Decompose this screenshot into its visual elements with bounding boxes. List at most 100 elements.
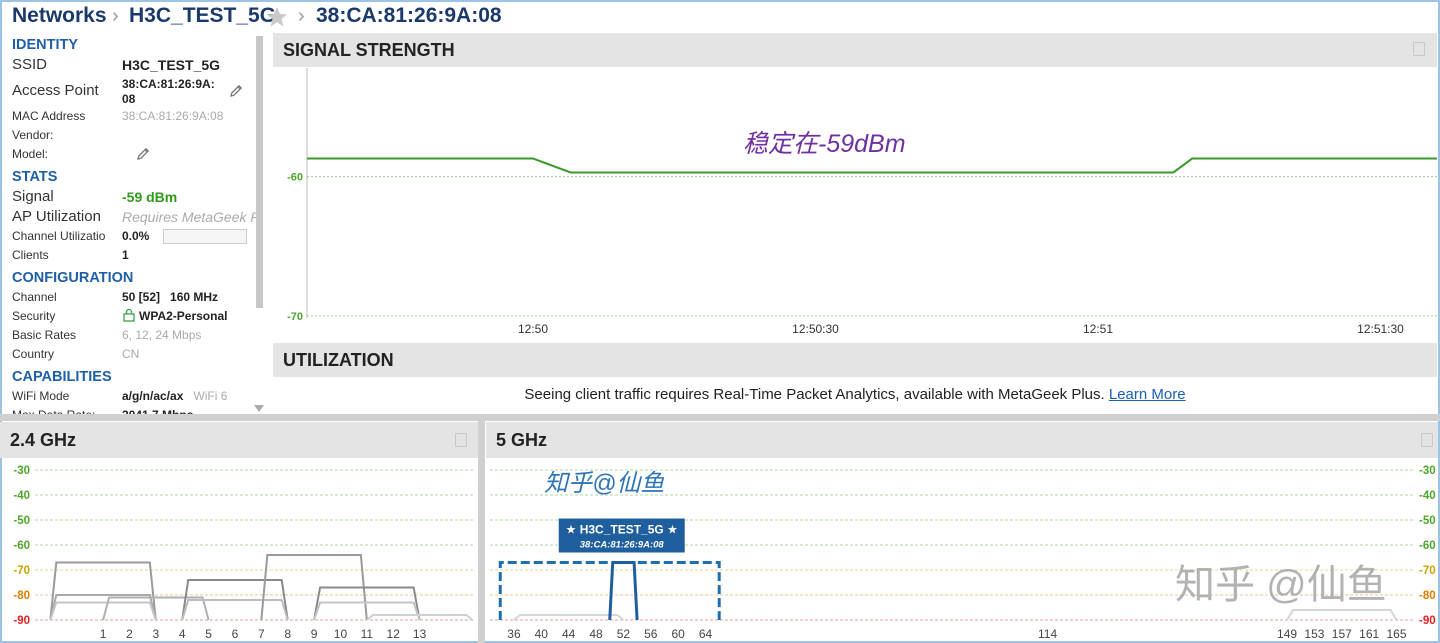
network-shape <box>366 614 474 621</box>
x-tick-label: 5 <box>205 627 212 641</box>
x-tick-label: 56 <box>644 627 658 641</box>
pencil <box>137 147 150 160</box>
x-tick-label: 12:51:30 <box>1357 322 1404 336</box>
y-tick-label: -50 <box>1419 515 1436 527</box>
info-label: MAC Address <box>12 109 86 123</box>
scroll-arrow[interactable] <box>253 404 265 413</box>
info-value: 0.0% <box>122 227 248 246</box>
y-tick-label: -80 <box>1419 590 1436 602</box>
value-text: 50 [52] <box>122 290 161 304</box>
pencil <box>230 84 243 97</box>
info-value: 6, 12, 24 Mbps <box>122 326 201 345</box>
info-value: H3C_TEST_5G <box>122 55 220 75</box>
network-shape <box>313 601 421 621</box>
value-text: 38:CA:81:26:9A:08 <box>122 109 224 123</box>
copy-icon[interactable] <box>455 433 467 447</box>
scrollbar[interactable] <box>256 36 263 308</box>
info-row: Channel Utilizatio 0.0% <box>0 227 256 246</box>
learn-more-link[interactable]: Learn More <box>1108 386 1186 403</box>
section-title: STATS <box>12 169 58 185</box>
info-label: Vendor: <box>12 128 54 142</box>
info-row: Country CN <box>0 345 256 364</box>
x-tick-label: 52 <box>617 627 631 641</box>
info-row: WiFi Mode a/g/n/ac/ax WiFi 6 <box>0 387 256 406</box>
y-tick-label: -70 <box>1419 565 1436 577</box>
info-row: Security WPA2-Personal <box>0 307 256 326</box>
network-shape <box>49 594 157 621</box>
breadcrumb-ssid[interactable]: H3C_TEST_5G <box>129 4 277 27</box>
value-text: CN <box>122 347 140 361</box>
network-shape <box>181 579 289 621</box>
y-tick-label: -80 <box>13 590 30 602</box>
panel-title: 2.4 GHz <box>10 430 77 450</box>
info-value: 50 [52] 160 MHz <box>122 288 218 307</box>
info-row: Basic Rates 6, 12, 24 Mbps <box>0 326 256 345</box>
lock-icon <box>123 308 135 322</box>
network-shape <box>513 614 625 621</box>
x-tick-label: 2 <box>126 627 133 641</box>
network-shape <box>49 561 157 621</box>
x-tick-label: 64 <box>699 627 713 641</box>
edit-icon[interactable] <box>135 146 151 162</box>
x-tick-label: 7 <box>258 627 265 641</box>
info-value: 2041.7 Mbps <box>122 406 193 415</box>
chevron: › <box>298 5 305 27</box>
x-tick-label: 12:50 <box>518 322 548 336</box>
info-row: Clients 1 <box>0 246 256 265</box>
edit-icon[interactable] <box>228 83 244 99</box>
x-tick-label: 40 <box>535 627 549 641</box>
info-label: Clients <box>12 248 49 262</box>
info-row: Channel 50 [52] 160 MHz <box>0 288 256 307</box>
copy-icon[interactable] <box>1421 433 1433 447</box>
x-tick-label: 12:50:30 <box>792 322 839 336</box>
watermark: 知乎 @仙鱼 <box>1175 563 1387 607</box>
info-label: AP Utilization <box>12 208 101 225</box>
value-text: 2041.7 Mbps <box>122 408 194 415</box>
x-tick-label: 114 <box>1038 627 1057 641</box>
panel-header: 2.4 GHz <box>0 422 478 458</box>
sidebar: IDENTITY SSID H3C_TEST_5G Access Point 38:CA… <box>0 32 256 415</box>
x-tick-label: 13 <box>413 627 427 641</box>
panel-title: UTILIZATION <box>283 350 394 370</box>
y-tick-label: -90 <box>1419 615 1436 627</box>
value-text: 6, 12, 24 Mbps <box>122 328 202 342</box>
favorite-star[interactable] <box>266 6 288 28</box>
network-shape <box>313 586 421 621</box>
annotation: 稳定在-59dBm <box>743 130 906 158</box>
chevron: › <box>112 5 119 27</box>
copy-icon[interactable] <box>1413 42 1425 56</box>
info-label: Model: <box>12 147 49 161</box>
section-title: IDENTITY <box>12 37 79 53</box>
x-tick-label: 48 <box>589 627 603 641</box>
y-tick-label: -60 <box>1419 540 1436 552</box>
y-tick-label: -30 <box>1419 465 1436 477</box>
focus-network <box>498 561 721 620</box>
breadcrumb-root[interactable]: Networks <box>12 4 107 27</box>
info-value: 38:CA:81:26:9A:08 <box>122 107 223 126</box>
info-row: AP Utilization Requires MetaGeek Plu <box>0 207 256 227</box>
info-value: Requires MetaGeek Plu <box>122 207 256 227</box>
y-tick-label: -60 <box>13 540 30 552</box>
lock-body <box>123 313 135 322</box>
signal-line <box>307 157 1437 174</box>
x-tick-label: 157 <box>1332 627 1352 641</box>
panel-header: UTILIZATION <box>273 343 1437 377</box>
info-row: Model: <box>0 145 256 164</box>
utilization-message-line: Seeing client traffic requires Real-Time… <box>273 386 1437 403</box>
info-value: 1 <box>122 246 129 265</box>
x-tick-label: 3 <box>152 627 159 641</box>
info-value: CN <box>122 345 139 364</box>
spectrum-5: -30 -40 -50 -60 -70 -80 -90 36 40 44 48 52 56 60 64 114… <box>490 465 1436 641</box>
spectrum-2-4: -30-40-50-60-70-80-901 2 3 4 5 6 7 8 9 10 11 12 13 <box>13 465 475 641</box>
info-row: Access Point 38:CA:81:26:9A:08 <box>0 75 256 107</box>
y-tick-label: -60 <box>287 172 303 184</box>
primary-channel <box>608 561 639 621</box>
panel-header: SIGNAL STRENGTH <box>273 33 1437 67</box>
info-row: Signal -59 dBm <box>0 187 256 207</box>
value-text: WPA2-Personal <box>139 309 228 323</box>
value-text: -59 dBm <box>122 189 178 205</box>
info-label: Channel Utilizatio <box>12 229 106 243</box>
network-bssid: 38:CA:81:26:9A:08 <box>580 540 665 551</box>
x-tick-label: 161 <box>1359 627 1379 641</box>
y-tick-label: -90 <box>13 615 30 627</box>
